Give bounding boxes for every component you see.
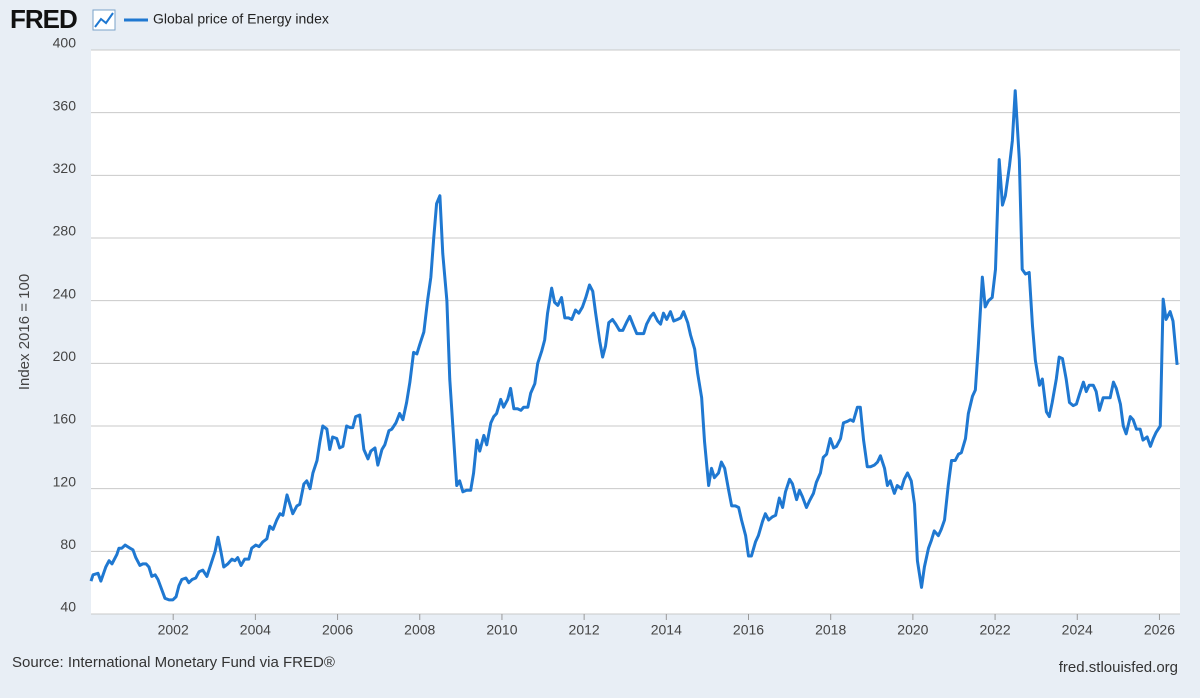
y-tick-label: 160 [53, 411, 77, 427]
source: Source: International Monetary Fund via … [12, 654, 335, 671]
x-tick-label: 2008 [404, 622, 435, 638]
x-tick-label: 2014 [651, 622, 682, 638]
y-tick-label: 280 [53, 223, 77, 239]
x-tick-label: 2020 [897, 622, 928, 638]
x-tick-label: 2016 [733, 622, 764, 638]
logo[interactable]: FRED [10, 4, 78, 34]
y-tick-label: 200 [53, 348, 77, 364]
x-tick-label: 2018 [815, 622, 846, 638]
y-tick-label: 320 [53, 160, 77, 176]
logo-icon [92, 9, 116, 31]
x-tick-label: 2006 [322, 622, 353, 638]
site-url[interactable]: fred.stlouisfed.org [1059, 659, 1178, 676]
x-tick-label: 2002 [158, 622, 189, 638]
x-tick-label: 2010 [486, 622, 517, 638]
legend-label: Global price of Energy index [153, 11, 329, 27]
y-tick-label: 80 [60, 536, 76, 552]
y-axis-label: Index 2016 = 100 [16, 274, 33, 390]
y-tick-label: 240 [53, 285, 77, 301]
x-tick-label: 2026 [1144, 622, 1175, 638]
y-tick-label: 120 [53, 473, 77, 489]
data-line [89, 89, 1179, 602]
y-tick-label: 400 [53, 35, 77, 51]
x-tick-label: 2022 [979, 622, 1010, 638]
x-tick-label: 2024 [1062, 622, 1093, 638]
y-tick-label: 360 [53, 97, 77, 113]
x-tick-label: 2012 [569, 622, 600, 638]
x-tick-label: 2004 [240, 622, 271, 638]
y-tick-label: 40 [60, 599, 76, 615]
